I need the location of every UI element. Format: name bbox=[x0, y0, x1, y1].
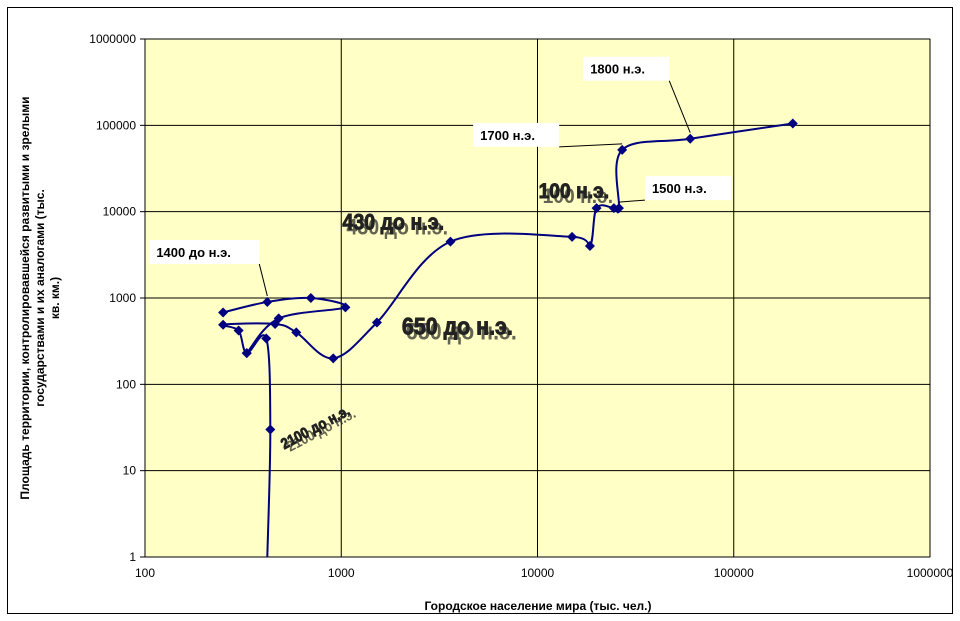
y-tick-label: 100000 bbox=[96, 118, 136, 132]
grid bbox=[140, 38, 931, 558]
x-tick-label: 1000000 bbox=[907, 566, 954, 580]
annotation-box bbox=[149, 239, 260, 264]
annotation-box bbox=[583, 56, 670, 81]
annotation-box bbox=[473, 122, 560, 147]
annotation-label: 1500 н.э. bbox=[652, 181, 707, 196]
data-point bbox=[787, 118, 798, 129]
x-tick-label: 10000 bbox=[521, 566, 555, 580]
data-point bbox=[608, 203, 619, 214]
y-axis-title: Площадь территории, контролировавшейся р… bbox=[18, 96, 62, 499]
y-tick-label: 10000 bbox=[103, 205, 137, 219]
data-point bbox=[305, 293, 316, 303]
data-point bbox=[617, 144, 628, 155]
y-tick-label: 1 bbox=[129, 550, 136, 564]
data-point bbox=[328, 353, 339, 364]
y-axis-title-line-2: государствами и их аналогами (тыс. bbox=[33, 189, 47, 407]
data-point bbox=[584, 241, 595, 252]
annotation-label: 650 до н.э. bbox=[402, 314, 513, 341]
data-point bbox=[265, 424, 276, 435]
x-tick-label: 1000 bbox=[328, 566, 355, 580]
annotation-label: 1400 до н.э. bbox=[156, 245, 231, 260]
annotation-shadow: 650 до н.э. bbox=[406, 319, 517, 346]
annotation-shadow: 100 н.э. bbox=[543, 185, 614, 208]
data-point bbox=[273, 313, 284, 324]
annotation-label: 100 н.э. bbox=[539, 180, 610, 203]
x-tick-labels: 100 1000 10000 100000 1000000 bbox=[135, 566, 954, 580]
data-point bbox=[261, 333, 272, 344]
data-point bbox=[241, 348, 252, 359]
y-tick-label: 1000 bbox=[109, 291, 136, 305]
x-tick-label: 100000 bbox=[714, 566, 754, 580]
annotation-leader-line bbox=[618, 199, 645, 203]
annotation-label: 1700 н.э. bbox=[480, 128, 535, 143]
annotation-label: 430 до н.э. bbox=[342, 210, 444, 235]
data-point bbox=[591, 203, 602, 214]
data-point bbox=[291, 327, 302, 338]
x-tick-label: 100 bbox=[135, 566, 155, 580]
annotation-leader-line bbox=[258, 263, 268, 297]
annotation-label: 1800 н.э. bbox=[590, 62, 645, 77]
data-point bbox=[218, 307, 229, 318]
series-markers bbox=[218, 118, 798, 435]
y-tick-labels: 1 10 100 1000 10000 100000 1000000 bbox=[89, 32, 136, 564]
data-point bbox=[371, 317, 382, 328]
data-point bbox=[340, 302, 351, 313]
annotation-shadow: 430 до н.э. bbox=[346, 215, 448, 240]
data-point bbox=[262, 296, 273, 307]
data-point bbox=[685, 133, 696, 144]
annotation-box bbox=[644, 176, 731, 201]
annotation-leader-line bbox=[668, 80, 691, 133]
annotation-leader-line bbox=[559, 143, 623, 148]
y-tick-label: 100 bbox=[116, 377, 136, 391]
data-point bbox=[218, 319, 229, 330]
x-axis-title: Городское население мира (тыс. чел.) bbox=[424, 599, 651, 613]
y-axis-title-line-1: Площадь территории, контролировавшейся р… bbox=[18, 96, 32, 499]
data-point bbox=[233, 325, 244, 336]
y-tick-label: 1000000 bbox=[89, 32, 136, 46]
y-tick-label: 10 bbox=[123, 464, 137, 478]
data-point bbox=[567, 231, 578, 242]
data-point bbox=[445, 236, 456, 247]
data-point bbox=[613, 203, 624, 214]
y-axis-title-line-3: кв. км.) bbox=[48, 277, 62, 319]
